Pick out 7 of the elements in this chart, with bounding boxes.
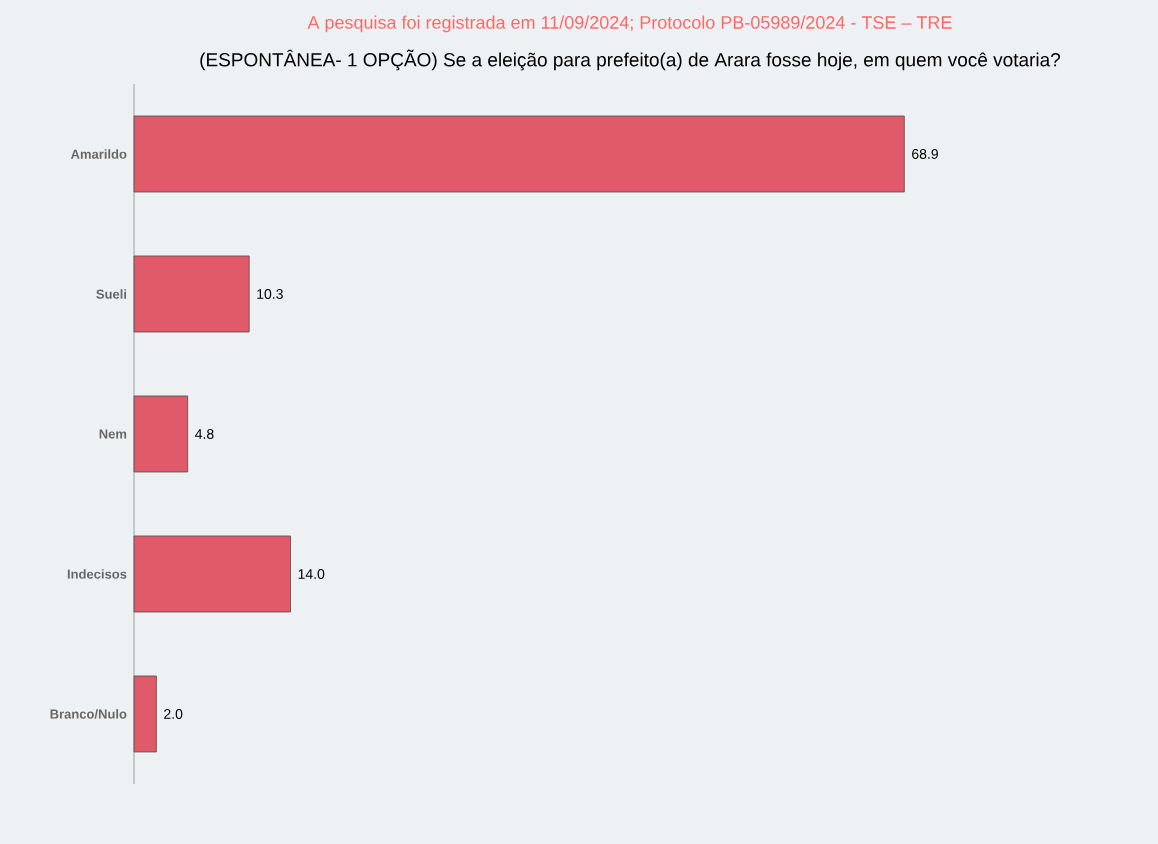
bar xyxy=(133,115,905,193)
bar xyxy=(133,675,157,753)
bar xyxy=(133,255,250,333)
bar xyxy=(133,395,189,473)
text: A pesquisa foi registrada em 11/09/2024; Protocolo PB-05989/2024 - TSE – TRE xyxy=(307,15,952,33)
bar xyxy=(133,535,291,613)
chart-title: (ESPONTÂNEA- 1 OPÇÃO) Se a eleição para prefeito(a) de Arara fosse hoje, em quem você votaria? xyxy=(200,49,1061,71)
